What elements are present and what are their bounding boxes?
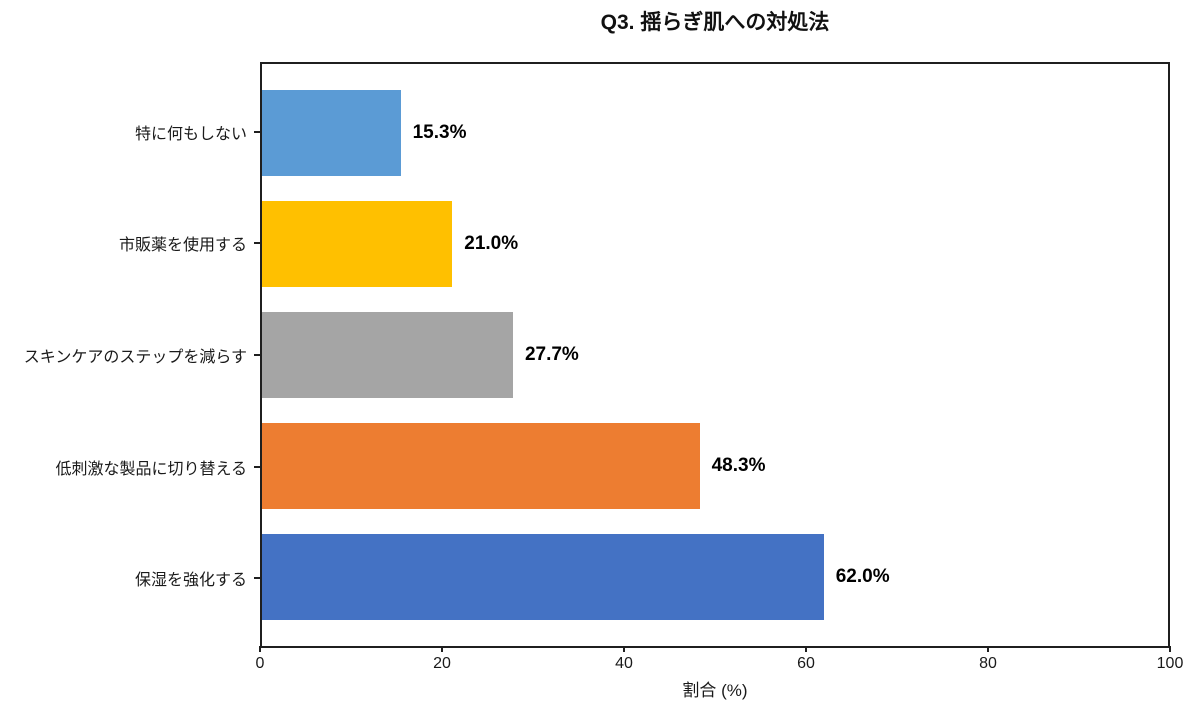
value-label: 15.3% bbox=[412, 122, 467, 144]
value-label: 48.3% bbox=[711, 454, 766, 476]
x-tick-label: 40 bbox=[615, 655, 633, 672]
bar-row: 27.7% bbox=[262, 300, 1168, 411]
x-tick-label: 20 bbox=[433, 655, 451, 672]
x-axis-label: 割合 (%) bbox=[682, 681, 748, 700]
x-tick-label: 80 bbox=[979, 655, 997, 672]
x-tick-mark bbox=[441, 646, 443, 652]
x-tick-label: 0 bbox=[255, 655, 265, 672]
y-tick-mark bbox=[254, 130, 260, 133]
category-label: 特に何もしない bbox=[134, 125, 247, 143]
value-label: 27.7% bbox=[524, 343, 579, 365]
bar-row: 15.3% bbox=[262, 78, 1168, 189]
x-tick-mark bbox=[1169, 646, 1171, 652]
y-label-row: 保湿を強化する bbox=[0, 522, 260, 634]
bar-row: 48.3% bbox=[262, 410, 1168, 521]
x-axis: 0 20 40 60 80 100 bbox=[256, 646, 1183, 682]
category-label: 市販薬を使用する bbox=[118, 237, 247, 255]
bar-row: 21.0% bbox=[262, 189, 1168, 300]
x-tick-label: 100 bbox=[1156, 655, 1184, 672]
x-tick-mark bbox=[805, 646, 807, 652]
x-tick-mark bbox=[987, 646, 989, 652]
value-label: 21.0% bbox=[464, 233, 519, 255]
x-tick-label: 60 bbox=[797, 655, 815, 672]
y-tick-mark bbox=[254, 465, 260, 468]
category-label: 低刺激な製品に切り替える bbox=[55, 460, 247, 478]
value-label: 62.0% bbox=[835, 565, 890, 587]
plot-area: 15.3% 21.0% 27.7% 48.3% 62.0% bbox=[260, 62, 1170, 648]
x-tick-mark bbox=[259, 646, 261, 652]
y-label-row: 市販薬を使用する bbox=[0, 188, 260, 300]
y-label-row: 低刺激な製品に切り替える bbox=[0, 411, 260, 523]
y-label-row: スキンケアのステップを減らす bbox=[0, 299, 260, 411]
y-tick-mark bbox=[254, 242, 260, 245]
bar[interactable] bbox=[262, 422, 700, 509]
chart-title: Q3. 揺らぎ肌への対処法 bbox=[600, 11, 830, 34]
y-axis-labels: 特に何もしない 市販薬を使用する スキンケアのステップを減らす 低刺激な製品に切… bbox=[0, 62, 260, 648]
category-label: 保湿を強化する bbox=[134, 572, 247, 590]
x-tick-mark bbox=[623, 646, 625, 652]
y-tick-mark bbox=[254, 353, 260, 356]
bar-row: 62.0% bbox=[262, 521, 1168, 632]
bar[interactable] bbox=[262, 533, 824, 620]
bar[interactable] bbox=[262, 90, 401, 177]
category-label: スキンケアのステップを減らす bbox=[23, 348, 247, 366]
bar[interactable] bbox=[262, 201, 453, 288]
y-tick-mark bbox=[254, 577, 260, 580]
y-label-row: 特に何もしない bbox=[0, 76, 260, 188]
bar[interactable] bbox=[262, 311, 513, 398]
